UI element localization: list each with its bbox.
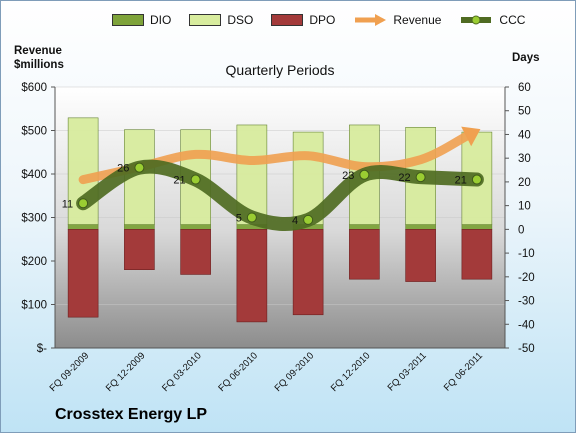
y-right-tick-label: 60 [518, 82, 531, 94]
x-tick-label: FQ 03-2010 [160, 350, 204, 394]
ccc-point [359, 169, 370, 180]
x-tick-label: FQ 12-2010 [329, 350, 373, 394]
x-tick-label: FQ 09-2010 [273, 350, 317, 394]
ccc-data-label: 26 [117, 163, 129, 175]
legend-label-ccc: CCC [499, 13, 526, 27]
legend-item-dso: DSO [189, 13, 253, 27]
y-right-tick-label: 0 [518, 224, 524, 236]
bar-dio [405, 224, 436, 230]
ccc-data-label: 22 [398, 172, 410, 184]
bar-dpo [180, 229, 211, 275]
legend-swatch-dpo [271, 14, 304, 26]
bar-dio [180, 224, 211, 230]
y-right-tick-label: 20 [518, 177, 531, 189]
x-tick-label: FQ 06-2010 [216, 350, 260, 394]
x-tick-label: FQ 06-2011 [442, 350, 485, 393]
ccc-data-label: 5 [236, 213, 242, 225]
legend-item-dpo: DPO [271, 13, 335, 27]
bar-dpo [461, 229, 493, 280]
y-left-tick-label: $- [37, 343, 47, 355]
ccc-data-label: 11 [62, 198, 73, 210]
x-tick-label: FQ 12-2009 [104, 350, 148, 394]
legend-swatch-dio [112, 14, 144, 26]
y-right-tick-label: 40 [518, 129, 531, 141]
y-right-tick-label: -10 [518, 248, 535, 260]
legend-label-dso: DSO [227, 13, 254, 27]
ccc-data-label: 21 [455, 175, 467, 187]
y-right-tick-label: 30 [518, 153, 531, 165]
ccc-data-label: 23 [342, 170, 354, 182]
legend-label-dio: DIO [150, 13, 172, 27]
company-name: Crosstex Energy LP [55, 406, 208, 423]
ccc-point [471, 174, 482, 185]
y-axis-left-title-line1: Revenue [14, 45, 62, 57]
ccc-data-label: 21 [173, 175, 185, 187]
legend-item-dio: DIO [112, 13, 171, 27]
revenue-arrowhead [461, 126, 481, 147]
bar-dio [124, 224, 155, 230]
bar-dio [461, 224, 493, 230]
legend-swatch-revenue [355, 14, 387, 26]
bar-dio [67, 224, 99, 230]
x-tick-label: FQ 09-2009 [48, 350, 92, 394]
y-left-tick-label: $200 [21, 256, 47, 268]
x-tick-label: FQ 03-2011 [386, 350, 429, 393]
ccc-point [78, 198, 89, 209]
y-right-tick-label: -30 [518, 296, 535, 308]
legend-item-ccc: CCC [459, 13, 525, 27]
ccc-point [134, 162, 145, 173]
bar-dpo [124, 229, 155, 270]
y-right-tick-label: -20 [518, 272, 535, 284]
y-left-tick-label: $600 [21, 82, 47, 94]
y-right-tick-label: 50 [518, 106, 531, 118]
chart-title: Quarterly Periods [225, 62, 335, 78]
ccc-data-label: 4 [292, 215, 298, 227]
y-right-tick-label: -40 [518, 319, 535, 331]
y-axis-left-title: Revenue $millions [14, 44, 64, 72]
ccc-point [190, 174, 201, 185]
y-axis-right-title: Days [512, 52, 540, 64]
bar-dpo [236, 229, 268, 323]
y-right-tick-label: 10 [518, 201, 531, 213]
legend-item-revenue: Revenue [353, 13, 441, 27]
y-left-tick-label: $300 [21, 213, 47, 225]
bar-dio [349, 224, 380, 230]
y-left-tick-label: $500 [21, 126, 47, 138]
y-left-tick-label: $100 [21, 300, 47, 312]
legend-swatch-dso [189, 14, 222, 26]
bar-dpo [349, 229, 380, 280]
ccc-point [246, 212, 257, 223]
legend: DIO DSO DPO Revenue CCC [112, 10, 532, 30]
legend-label-revenue: Revenue [393, 13, 442, 27]
ccc-point [303, 214, 314, 225]
bar-dpo [405, 229, 436, 282]
ccc-point [415, 172, 426, 183]
legend-swatch-ccc [461, 15, 492, 25]
y-right-tick-label: -50 [518, 343, 535, 355]
y-axis-left-title-line2: $millions [14, 59, 64, 71]
y-left-tick-label: $400 [21, 169, 47, 181]
bar-dpo [67, 229, 99, 318]
legend-label-dpo: DPO [309, 13, 336, 27]
bar-dpo [292, 229, 324, 316]
